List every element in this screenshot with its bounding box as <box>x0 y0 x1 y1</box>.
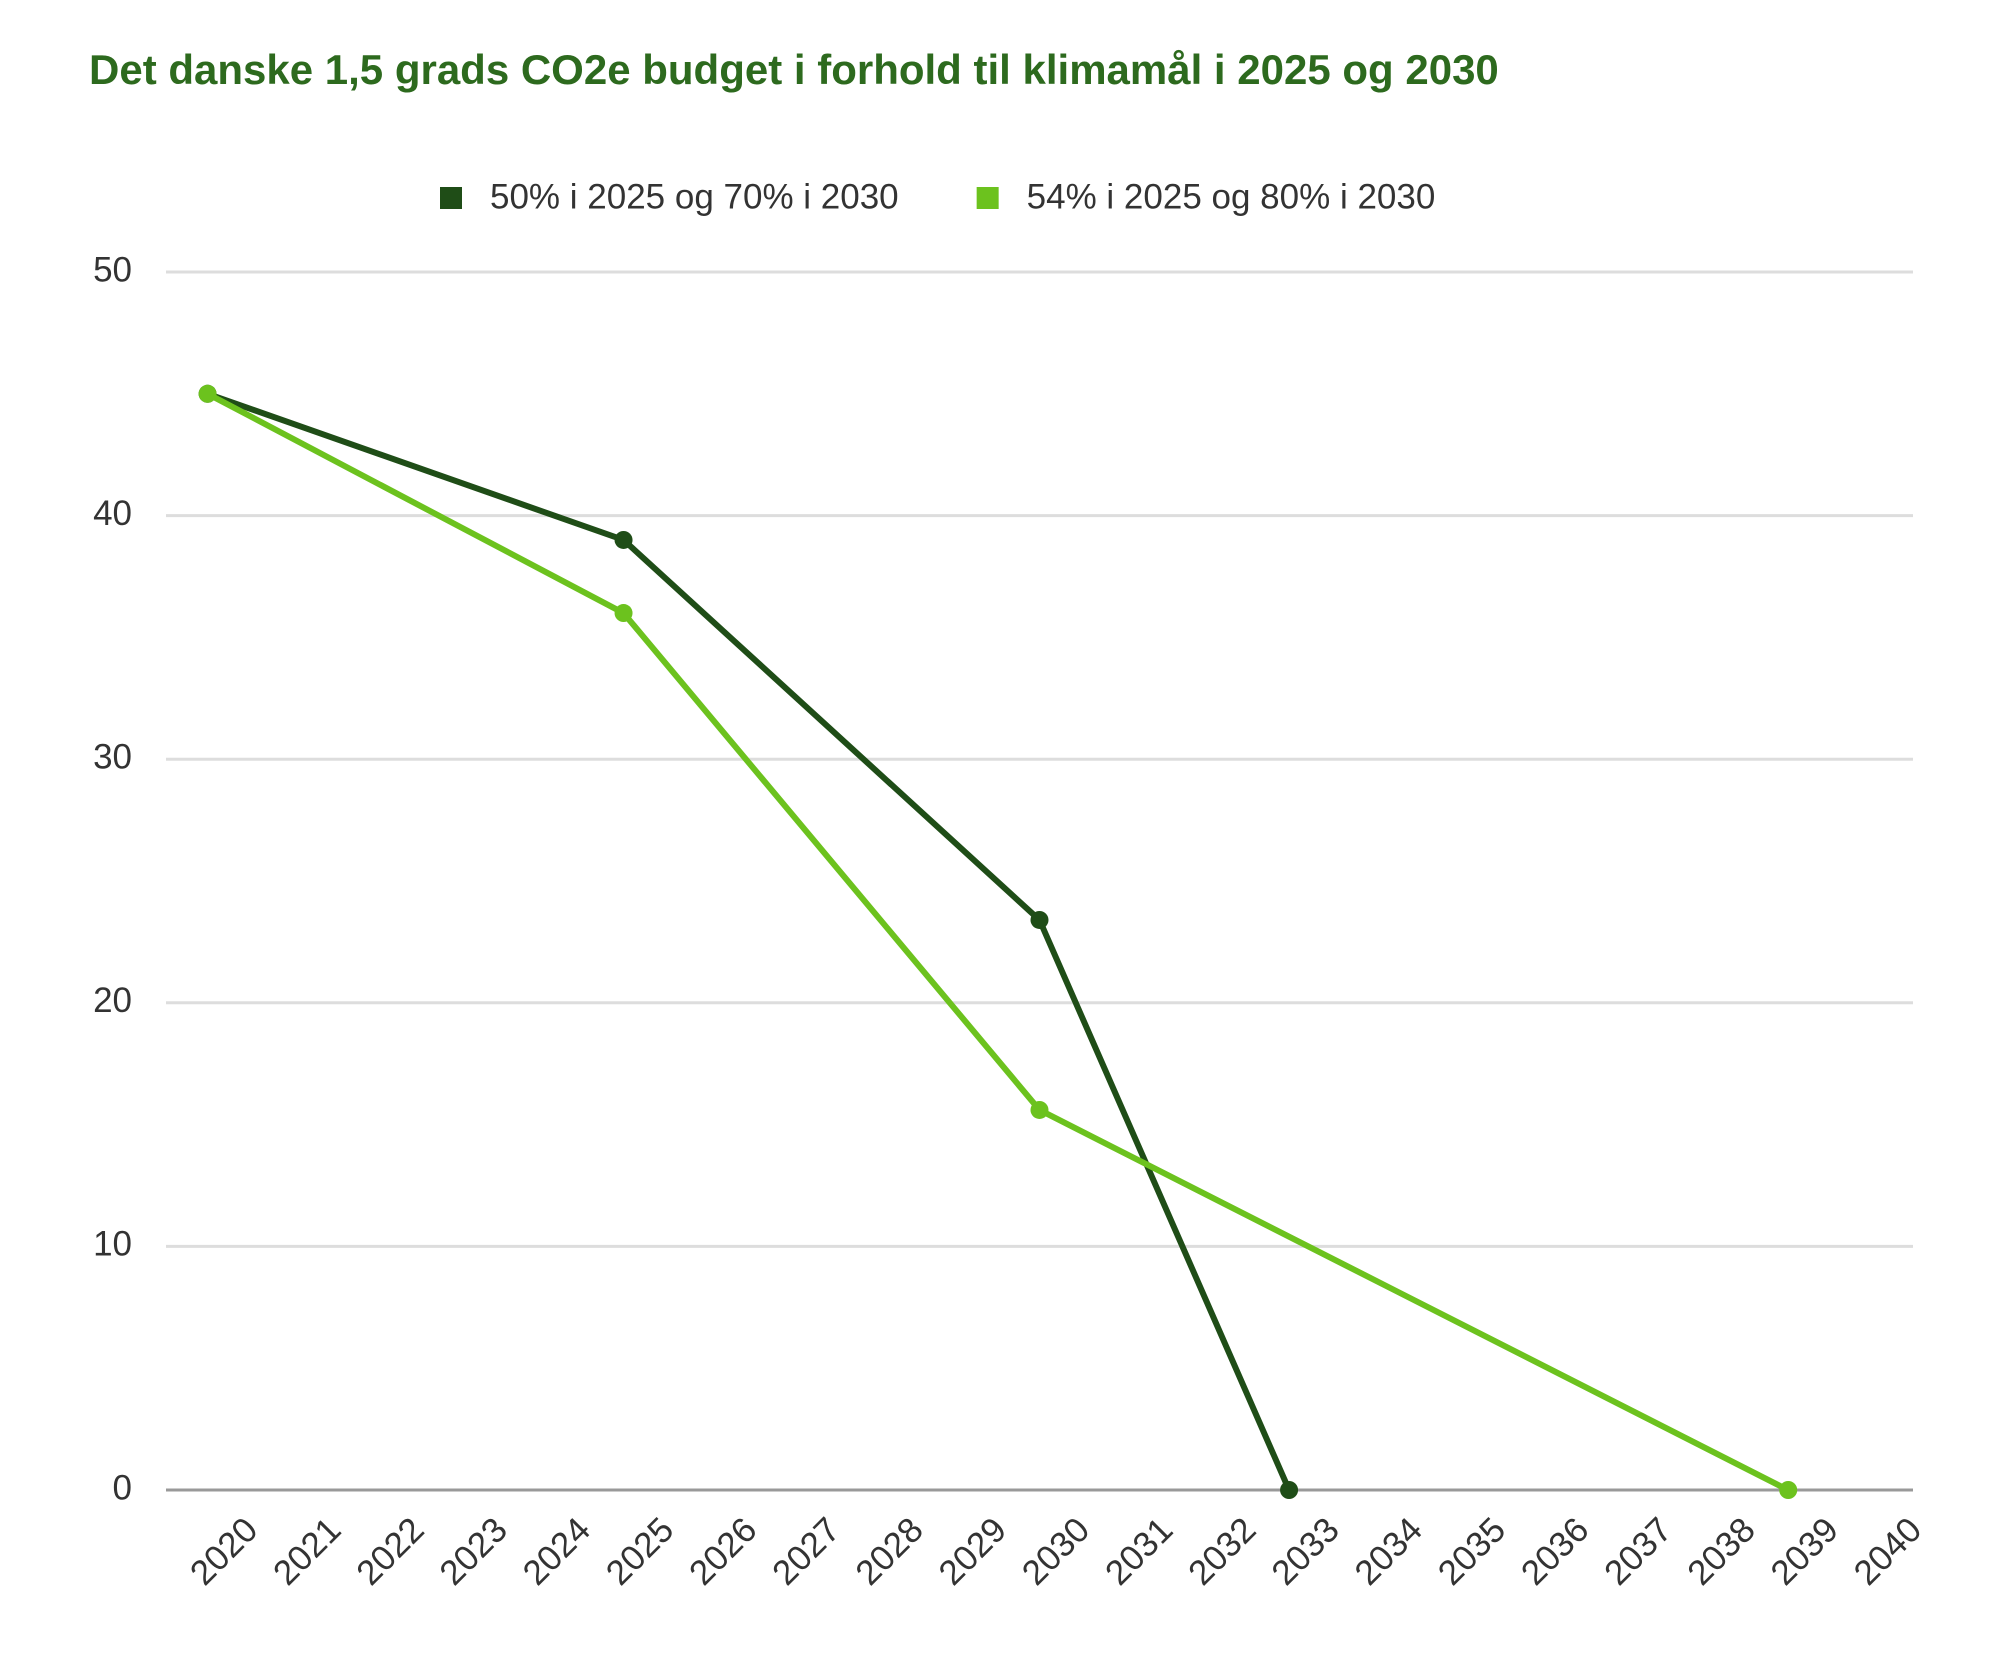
legend-marker <box>976 187 999 209</box>
x-tick-label: 2032 <box>1181 1510 1264 1593</box>
y-tick-label: 50 <box>93 250 132 289</box>
legend-label: 50% i 2025 og 70% i 2030 <box>490 177 899 216</box>
data-point <box>614 604 633 623</box>
x-tick-label: 2030 <box>1015 1510 1098 1593</box>
x-tick-label: 2023 <box>432 1510 515 1593</box>
x-tick-label: 2036 <box>1514 1510 1597 1593</box>
data-point <box>614 530 633 549</box>
y-tick-label: 10 <box>93 1225 132 1264</box>
x-tick-label: 2039 <box>1763 1510 1846 1593</box>
series-line <box>206 390 1292 1492</box>
data-point <box>198 384 217 403</box>
series-line <box>206 391 1790 1493</box>
x-tick-label: 2024 <box>515 1510 598 1593</box>
data-point <box>1030 910 1049 929</box>
x-tick-label: 2021 <box>266 1510 349 1593</box>
x-tick-label: 2037 <box>1597 1510 1680 1593</box>
x-tick-label: 2038 <box>1680 1510 1763 1593</box>
chart-title: Det danske 1,5 grads CO2e budget i forho… <box>89 46 1499 93</box>
data-point <box>1030 1100 1049 1119</box>
x-tick-label: 2028 <box>848 1510 931 1593</box>
x-tick-label: 2020 <box>183 1510 266 1593</box>
x-tick-label: 2040 <box>1846 1510 1929 1593</box>
y-tick-label: 20 <box>93 981 132 1020</box>
x-tick-label: 2035 <box>1431 1510 1514 1593</box>
data-point <box>1779 1481 1798 1499</box>
x-tick-label: 2029 <box>931 1510 1014 1593</box>
x-tick-label: 2025 <box>599 1510 682 1593</box>
x-tick-label: 2027 <box>765 1510 848 1593</box>
x-tick-label: 2033 <box>1264 1510 1347 1593</box>
y-tick-label: 30 <box>93 737 132 776</box>
legend-label: 54% i 2025 og 80% i 2030 <box>1027 177 1436 216</box>
x-tick-label: 2026 <box>682 1510 765 1593</box>
legend-marker <box>440 187 462 209</box>
y-tick-label: 40 <box>93 494 132 533</box>
y-tick-label: 0 <box>113 1468 132 1507</box>
x-tick-label: 2034 <box>1347 1510 1430 1593</box>
x-tick-label: 2022 <box>349 1510 432 1593</box>
x-tick-label: 2031 <box>1098 1510 1181 1593</box>
data-point <box>1280 1481 1299 1499</box>
